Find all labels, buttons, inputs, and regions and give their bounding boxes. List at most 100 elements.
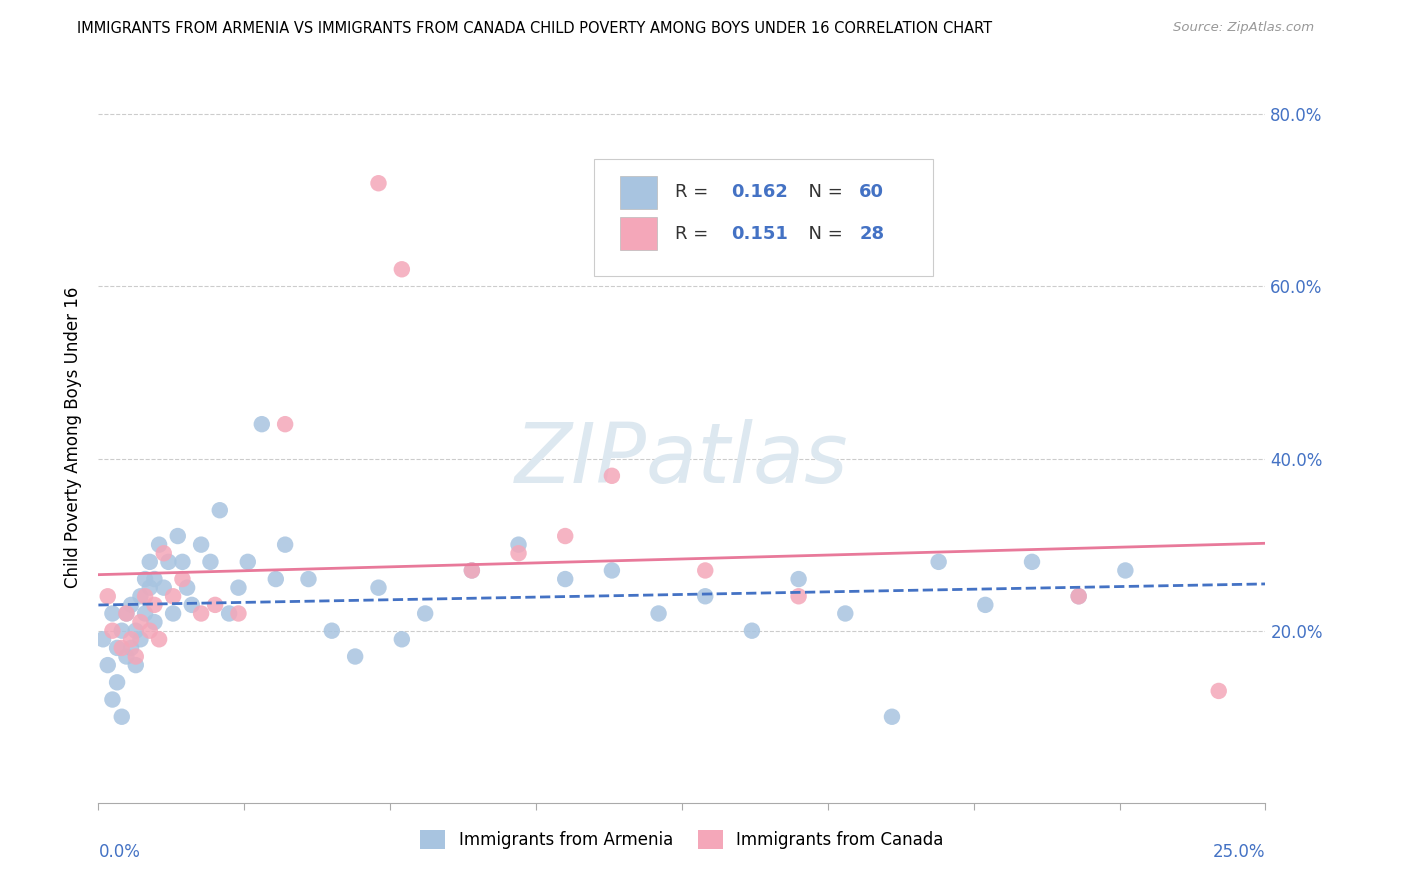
Point (600, 468, 623, 483)
Legend: Immigrants from Armenia, Immigrants from Canada: Immigrants from Armenia, Immigrants from… (420, 830, 943, 849)
Point (111, 710, 134, 724)
Point (101, 692, 124, 706)
Point (101, 624, 124, 638)
Point (508, 546, 530, 560)
Point (105, 675, 128, 690)
Point (741, 624, 763, 638)
Point (413, 607, 436, 621)
Point (321, 624, 343, 638)
Point (162, 607, 184, 621)
FancyBboxPatch shape (620, 218, 658, 250)
Point (115, 607, 138, 621)
Point (208, 503, 231, 517)
Point (554, 529, 576, 543)
Point (105, 640, 128, 655)
Point (250, 417, 273, 432)
Point (166, 529, 188, 543)
Point (228, 581, 250, 595)
Text: ZIPatlas: ZIPatlas (515, 418, 849, 500)
Point (236, 555, 259, 569)
Point (554, 572, 576, 586)
Text: N =: N = (797, 183, 849, 201)
Point (600, 564, 623, 578)
Text: N =: N = (797, 225, 849, 243)
FancyBboxPatch shape (620, 176, 658, 209)
Point (787, 572, 810, 586)
Point (461, 564, 484, 578)
Point (190, 538, 212, 552)
Y-axis label: Child Poverty Among Boys Under 16: Child Poverty Among Boys Under 16 (65, 286, 83, 588)
Point (125, 658, 148, 673)
Point (115, 649, 138, 664)
Point (115, 607, 138, 621)
Point (120, 598, 142, 612)
Point (172, 572, 194, 586)
Point (190, 607, 212, 621)
Point (1208, 684, 1230, 698)
Point (264, 572, 287, 586)
Point (143, 615, 166, 629)
Point (152, 581, 174, 595)
Point (274, 538, 297, 552)
Point (129, 632, 152, 647)
Point (125, 624, 148, 638)
Point (974, 598, 997, 612)
Point (97, 658, 120, 673)
Text: IMMIGRANTS FROM ARMENIA VS IMMIGRANTS FROM CANADA CHILD POVERTY AMONG BOYS UNDER: IMMIGRANTS FROM ARMENIA VS IMMIGRANTS FR… (77, 21, 993, 36)
Point (204, 598, 226, 612)
Point (228, 607, 250, 621)
Point (157, 555, 180, 569)
Point (787, 589, 810, 603)
Point (120, 640, 142, 655)
Point (391, 632, 413, 647)
Point (91, 632, 114, 647)
Point (148, 538, 170, 552)
Point (97, 589, 120, 603)
Point (134, 607, 156, 621)
Point (129, 589, 152, 603)
Point (162, 589, 184, 603)
Point (139, 555, 162, 569)
Point (461, 564, 484, 578)
Point (111, 640, 134, 655)
Point (1067, 589, 1090, 603)
Point (143, 598, 166, 612)
Text: 28: 28 (859, 225, 884, 243)
Text: 0.0%: 0.0% (98, 843, 141, 861)
Point (139, 624, 162, 638)
Point (134, 572, 156, 586)
Text: 0.162: 0.162 (731, 183, 787, 201)
Text: 0.151: 0.151 (731, 225, 787, 243)
Point (274, 417, 297, 432)
Point (139, 581, 162, 595)
Point (200, 555, 222, 569)
Text: 25.0%: 25.0% (1213, 843, 1265, 861)
Point (695, 564, 717, 578)
Point (928, 555, 950, 569)
Point (647, 607, 669, 621)
Point (152, 546, 174, 560)
Point (120, 632, 142, 647)
Text: R =: R = (675, 225, 714, 243)
Point (125, 649, 148, 664)
Point (834, 607, 856, 621)
Point (172, 555, 194, 569)
Text: Source: ZipAtlas.com: Source: ZipAtlas.com (1174, 21, 1315, 34)
Point (101, 607, 124, 621)
Point (134, 589, 156, 603)
Point (129, 615, 152, 629)
Point (176, 581, 198, 595)
Point (367, 176, 389, 190)
Point (180, 598, 202, 612)
Point (148, 632, 170, 647)
Point (218, 607, 240, 621)
Point (344, 649, 367, 664)
Point (391, 262, 413, 277)
Point (695, 589, 717, 603)
Point (1114, 564, 1136, 578)
Text: 60: 60 (859, 183, 884, 201)
Point (508, 538, 530, 552)
Point (367, 581, 389, 595)
Text: R =: R = (675, 183, 714, 201)
Point (880, 710, 903, 724)
